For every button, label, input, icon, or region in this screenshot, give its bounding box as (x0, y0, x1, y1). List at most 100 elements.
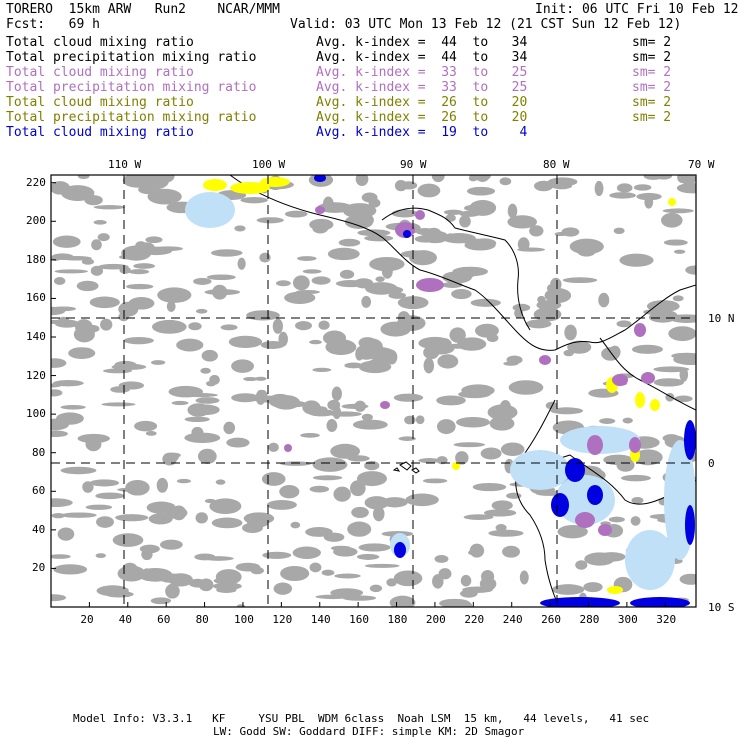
gray-cloud-cell (305, 527, 333, 537)
gray-cloud-cell (115, 514, 149, 522)
gray-cloud-cell (150, 597, 172, 605)
gray-cloud-cell (201, 349, 218, 362)
gray-cloud-cell (415, 228, 435, 236)
gray-cloud-cell (456, 417, 490, 428)
x-tick-label: 40 (118, 613, 133, 626)
gray-cloud-cell (100, 318, 113, 331)
gray-cloud-cell (449, 327, 466, 343)
gray-cloud-cell (333, 486, 351, 502)
gray-cloud-cell (381, 497, 408, 508)
gray-cloud-cell (616, 320, 632, 328)
gray-cloud-cell (451, 289, 472, 300)
gray-cloud-cell (165, 507, 188, 519)
gray-cloud-cell (89, 479, 120, 487)
gray-cloud-cell (51, 554, 71, 559)
gray-cloud-cell (422, 478, 448, 484)
gray-cloud-cell (661, 212, 683, 228)
gray-cloud-cell (187, 403, 210, 417)
gray-cloud-cell (616, 183, 633, 193)
gray-cloud-cell (240, 196, 268, 204)
gray-cloud-cell (128, 269, 150, 275)
gray-cloud-cell (57, 316, 70, 327)
x-tick-label: 20 (80, 613, 94, 626)
gray-cloud-cell (469, 199, 497, 216)
gray-cloud-cell (326, 419, 338, 432)
gray-cloud-cell (102, 368, 133, 374)
gray-cloud-cell (256, 217, 284, 224)
y-tick-label: 120 (26, 368, 46, 382)
gray-cloud-cell (404, 415, 416, 425)
gray-cloud-cell (393, 393, 424, 402)
map-frame (50, 174, 697, 608)
gray-cloud-cell (672, 295, 684, 302)
gray-cloud-cell (339, 269, 355, 279)
legend-row: Total cloud mixing ratio Avg. k-index = 4… (0, 35, 740, 50)
gray-cloud-cell (300, 432, 320, 438)
y-tick-label: 220 (26, 175, 46, 189)
gray-cloud-cell (93, 205, 126, 210)
legend-k-index: Avg. k-index = 19 to 4 (316, 125, 528, 140)
gray-cloud-cell (60, 404, 86, 410)
gray-cloud-cell (500, 442, 525, 457)
legend-field-name: Total cloud mixing ratio (6, 125, 194, 140)
legend-row: Total cloud mixing ratio Avg. k-index = 2… (0, 95, 740, 110)
legend-row: Total precipitation mixing ratio Avg. k-i… (0, 110, 740, 125)
gray-cloud-cell (52, 380, 84, 387)
gray-cloud-cell (330, 443, 361, 459)
gray-cloud-cell (676, 182, 696, 194)
gray-cloud-cell (369, 358, 396, 364)
cloud-cell (629, 437, 641, 453)
gray-cloud-cell (295, 321, 312, 331)
gray-cloud-cell (231, 359, 254, 373)
gray-cloud-cell (96, 516, 114, 528)
gray-cloud-cell (631, 496, 644, 504)
gray-cloud-cell (309, 562, 322, 573)
gray-cloud-cell (206, 380, 216, 387)
y-tick-label: 140 (26, 330, 46, 343)
y-tick-label: 180 (26, 252, 46, 266)
gray-cloud-cell (551, 584, 585, 595)
gray-cloud-cell (134, 420, 158, 432)
gray-cloud-cell (463, 514, 494, 520)
gray-cloud-cell (562, 277, 598, 284)
gray-cloud-cell (469, 175, 491, 181)
gray-cloud-cell (569, 238, 604, 255)
gray-cloud-cell (60, 185, 95, 202)
x-tick-label: 140 (310, 613, 331, 626)
gray-cloud-cell (280, 565, 310, 582)
y-tick-label: 80 (32, 445, 46, 459)
gray-cloud-cell (434, 554, 449, 563)
gray-cloud-cell (464, 239, 496, 251)
gray-cloud-cell (653, 378, 685, 387)
x-tick-label: 160 (349, 613, 370, 626)
gray-cloud-cell (414, 235, 437, 243)
gray-cloud-cell (597, 552, 626, 562)
gray-cloud-cell (334, 573, 361, 579)
gray-cloud-cell (338, 238, 361, 247)
coastline (229, 175, 696, 607)
cloud-cell (598, 524, 612, 536)
gray-cloud-cell (51, 594, 67, 602)
gray-cloud-cell (621, 474, 651, 482)
gray-cloud-cell (200, 367, 211, 374)
cloud-cell (230, 182, 270, 194)
lon-label-90w: 90 W (400, 158, 427, 171)
gray-cloud-cell (142, 568, 152, 579)
lat-lon-grid (51, 175, 696, 607)
x-tick-label: 200 (425, 613, 446, 626)
gray-cloud-cell (51, 418, 70, 431)
gray-cloud-cell (318, 320, 330, 330)
gray-cloud-cell (653, 366, 690, 373)
gray-cloud-cell (508, 380, 544, 395)
cloud-cell (607, 586, 623, 594)
cloud-cell (685, 505, 695, 545)
x-tick-label: 260 (541, 613, 561, 626)
gray-cloud-cell (598, 292, 610, 308)
gray-cloud-cell (128, 297, 155, 310)
gray-cloud-cell (517, 247, 546, 252)
gray-cloud-cell (215, 479, 226, 485)
gray-cloud-cell (466, 186, 496, 196)
x-tick-label: 280 (579, 613, 600, 626)
gray-cloud-cell (673, 249, 686, 254)
cloud-cell (565, 458, 585, 482)
